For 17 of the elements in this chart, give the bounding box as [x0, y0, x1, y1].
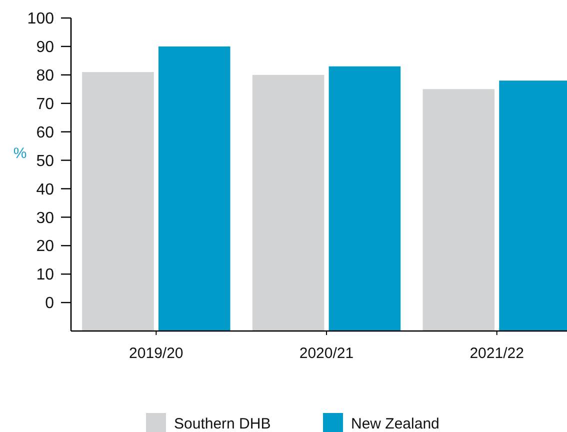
- y-tick-label: 90: [36, 39, 54, 56]
- y-tick-label: 50: [36, 152, 54, 170]
- y-tick-label: 100: [27, 10, 54, 28]
- y-tick-label: 0: [45, 295, 54, 312]
- y-tick-label: 70: [36, 96, 54, 113]
- x-tick-label: 2021/22: [470, 345, 524, 362]
- y-tick-label: 10: [36, 266, 54, 284]
- y-tick-label: 30: [36, 210, 54, 227]
- x-tick-label: 2019/20: [129, 345, 184, 362]
- y-tick-label: 60: [36, 124, 54, 142]
- legend-label: Southern DHB: [174, 415, 271, 432]
- y-tick-label: 20: [36, 238, 54, 256]
- y-axis-title: %: [13, 145, 27, 162]
- legend-label: New Zealand: [351, 415, 440, 432]
- y-tick-label: 80: [36, 68, 54, 85]
- x-tick-label: 2020/21: [299, 345, 354, 362]
- y-tick-label: 40: [36, 181, 54, 198]
